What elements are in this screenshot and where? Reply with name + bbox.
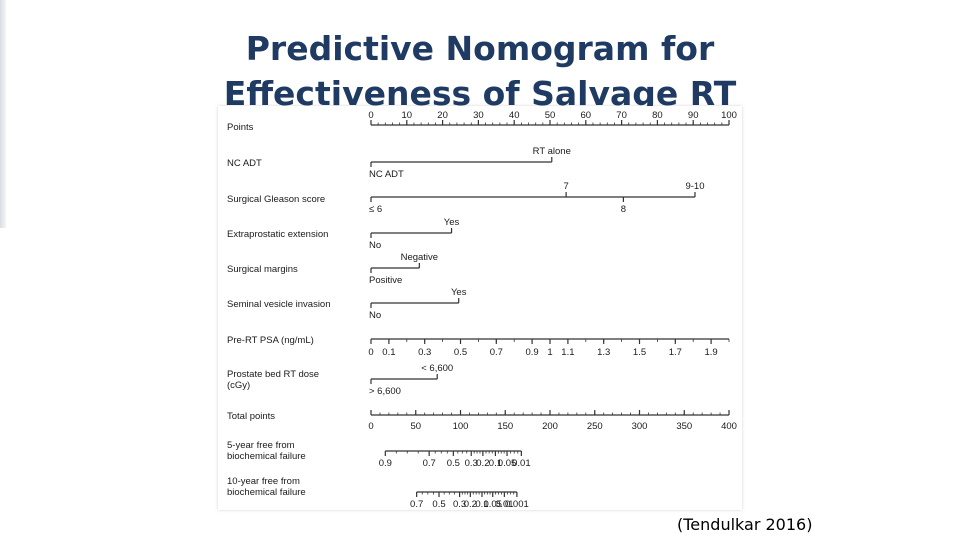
row-label-margins: Surgical margins xyxy=(227,264,298,275)
tick-label-points: 0 xyxy=(368,110,373,121)
probability-label-ten_year: 0.01 xyxy=(495,499,513,510)
row-label-psa: Pre-RT PSA (ng/mL) xyxy=(227,335,314,346)
tick-label-total: 400 xyxy=(721,421,737,432)
row-label-ten_year: 10-year free from xyxy=(227,476,300,487)
row-label-points: Points xyxy=(227,122,254,133)
slide-edge-decoration xyxy=(0,0,6,228)
nomogram-figure-panel xyxy=(218,106,742,510)
tick-label-points: 30 xyxy=(473,110,484,121)
slide-title-line-1: Predictive Nomogram for xyxy=(245,29,715,69)
tick-label-points: 40 xyxy=(509,110,520,121)
option-label-nc_adt: NC ADT xyxy=(369,169,404,180)
row-label-total: Total points xyxy=(227,411,275,422)
tick-label-total: 200 xyxy=(542,421,558,432)
option-label-nc_adt: RT alone xyxy=(533,146,571,157)
citation: (Tendulkar 2016) xyxy=(677,515,813,534)
tick-label-total: 150 xyxy=(497,421,513,432)
probability-label-ten_year: 0.5 xyxy=(432,499,445,510)
option-label-gleason: 7 xyxy=(563,181,568,192)
option-label-gleason: 8 xyxy=(621,204,626,215)
tick-label-points: 90 xyxy=(688,110,699,121)
tick-label-psa: 0.1 xyxy=(382,347,395,358)
tick-label-total: 0 xyxy=(368,421,373,432)
tick-label-psa: 1.7 xyxy=(669,347,682,358)
row-label-five_year: 5-year free from xyxy=(227,440,295,451)
probability-label-ten_year: 0.001 xyxy=(505,499,529,510)
probability-label-ten_year: 0.05 xyxy=(483,499,502,510)
probability-label-five_year: 0.05 xyxy=(498,458,517,469)
tick-label-points: 50 xyxy=(545,110,556,121)
tick-label-points: 80 xyxy=(652,110,663,121)
tick-label-psa: 0.3 xyxy=(418,347,431,358)
tick-label-psa: 0 xyxy=(368,347,373,358)
tick-label-total: 250 xyxy=(587,421,603,432)
tick-label-total: 350 xyxy=(676,421,692,432)
tick-label-points: 70 xyxy=(616,110,627,121)
row-label-dose: Prostate bed RT dose xyxy=(227,369,319,380)
option-label-dose: < 6,600 xyxy=(421,363,453,374)
option-label-epe: No xyxy=(369,240,381,251)
probability-label-ten_year: 0.3 xyxy=(453,499,466,510)
tick-label-points: 60 xyxy=(581,110,592,121)
probability-label-ten_year: 0.7 xyxy=(410,499,423,510)
option-label-epe: Yes xyxy=(444,217,460,228)
row-label-svi: Seminal vesicle invasion xyxy=(227,299,331,310)
tick-label-total: 50 xyxy=(410,421,421,432)
row-label-dose: (cGy) xyxy=(227,380,250,391)
tick-label-psa: 1.3 xyxy=(597,347,610,358)
probability-label-five_year: 0.2 xyxy=(476,458,489,469)
probability-label-five_year: 0.1 xyxy=(489,458,502,469)
tick-label-total: 100 xyxy=(453,421,469,432)
probability-label-five_year: 0.7 xyxy=(423,458,436,469)
tick-label-points: 100 xyxy=(721,110,737,121)
tick-label-total: 300 xyxy=(632,421,648,432)
option-label-margins: Positive xyxy=(369,275,402,286)
option-label-svi: No xyxy=(369,310,381,321)
row-label-epe: Extraprostatic extension xyxy=(227,229,328,240)
tick-label-psa: 1 xyxy=(547,347,552,358)
tick-label-points: 20 xyxy=(437,110,448,121)
row-label-five_year: biochemical failure xyxy=(227,451,306,462)
slide-title: Predictive Nomogram for Effectiveness of… xyxy=(0,26,960,116)
tick-label-points: 10 xyxy=(402,110,413,121)
tick-label-psa: 0.7 xyxy=(490,347,503,358)
probability-label-five_year: 0.9 xyxy=(379,458,392,469)
probability-label-five_year: 0.01 xyxy=(512,458,531,469)
row-label-ten_year: biochemical failure xyxy=(227,487,306,498)
probability-label-five_year: 0.3 xyxy=(465,458,478,469)
tick-label-psa: 1.1 xyxy=(561,347,574,358)
probability-label-five_year: 0.5 xyxy=(447,458,460,469)
probability-label-ten_year: 0.1 xyxy=(475,499,488,510)
row-label-nc_adt: NC ADT xyxy=(227,158,262,169)
option-label-gleason: 9-10 xyxy=(685,181,704,192)
option-label-svi: Yes xyxy=(451,287,467,298)
option-label-margins: Negative xyxy=(401,252,439,263)
row-label-gleason: Surgical Gleason score xyxy=(227,194,325,205)
tick-label-psa: 0.9 xyxy=(525,347,538,358)
tick-label-psa: 0.5 xyxy=(454,347,467,358)
option-label-dose: > 6,600 xyxy=(369,386,401,397)
option-label-gleason: ≤ 6 xyxy=(369,204,382,215)
tick-label-psa: 1.5 xyxy=(633,347,646,358)
probability-label-ten_year: 0.2 xyxy=(464,499,477,510)
tick-label-psa: 1.9 xyxy=(704,347,717,358)
